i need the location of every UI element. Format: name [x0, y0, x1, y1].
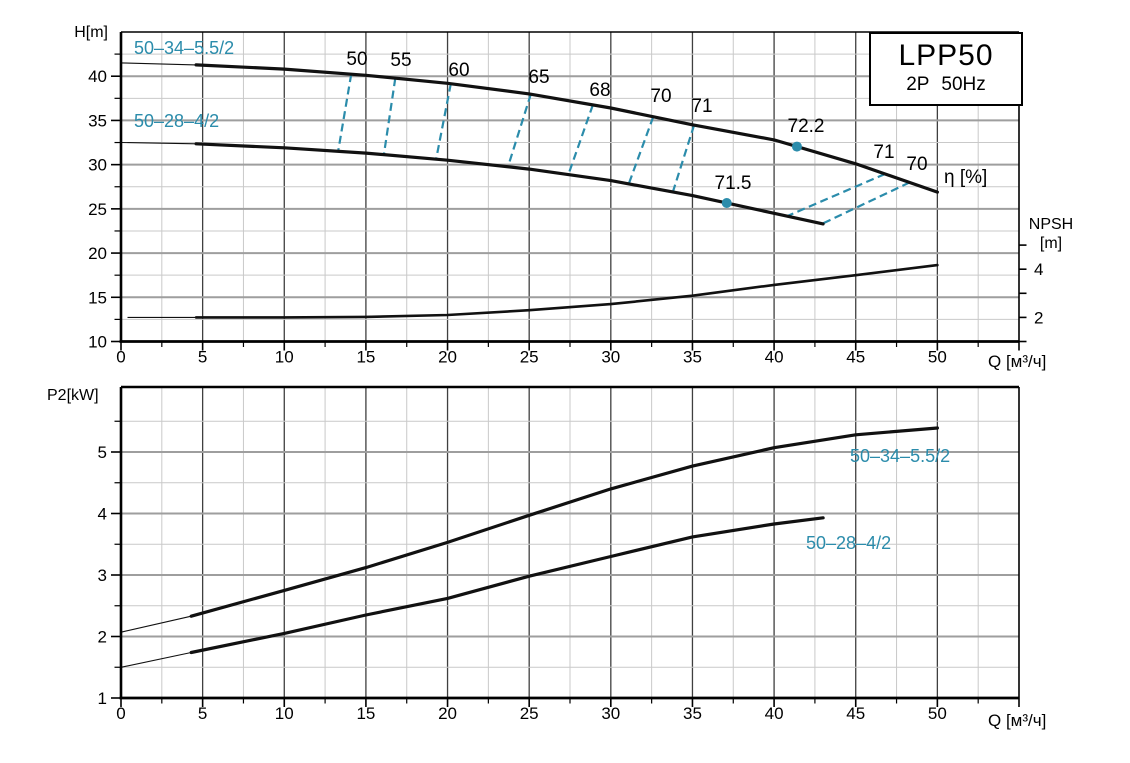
head-upper-lead	[120, 62, 197, 66]
x-tick-label: 15	[356, 704, 375, 723]
x-tick-label: 5	[198, 348, 207, 367]
efficiency-unit-label: η [%]	[944, 167, 988, 188]
power-lower-lead	[120, 651, 192, 668]
efficiency-label-68: 68	[589, 80, 610, 101]
power-curve-label-50-28: 50–28–4/2	[806, 533, 892, 553]
efficiency-line-70	[821, 181, 911, 225]
npsh-tick-label: 4	[1034, 260, 1043, 279]
x-tick-label: 50	[928, 704, 947, 723]
pump-spec-subtitle: 2P 50Hz	[906, 74, 986, 95]
bep-label-71.5: 71.5	[715, 173, 752, 194]
y-tick-label: 3	[98, 566, 107, 585]
y-tick-label: 2	[98, 628, 107, 647]
y-tick-label: 15	[88, 288, 107, 307]
x-tick-label: 30	[601, 704, 620, 723]
head-curve-label-50-34: 50–34–5.5/2	[134, 38, 235, 58]
x-tick-label: 0	[116, 348, 125, 367]
npsh-tick-label: 2	[1034, 308, 1043, 327]
npsh-axis-label-line2: [m]	[1039, 235, 1063, 252]
efficiency-line-70	[627, 116, 655, 185]
x-tick-label: 20	[438, 348, 457, 367]
efficiency-line-71	[671, 124, 696, 193]
y-tick-label: 10	[88, 333, 107, 352]
x-tick-label: 20	[438, 704, 457, 723]
efficiency-line-65	[506, 93, 532, 168]
x-tick-label: 40	[765, 704, 784, 723]
y-tick-label: 4	[98, 505, 107, 524]
head-lower-curve	[194, 142, 825, 226]
npsh-curve	[194, 263, 939, 319]
power-upper-curve	[189, 426, 939, 618]
x-tick-label: 30	[601, 348, 620, 367]
x-tick-label: 45	[846, 704, 865, 723]
bep-dot-72.2	[791, 141, 802, 152]
flow-axis-label-top: Q [м³/ч]	[988, 352, 1047, 371]
efficiency-label-71: 71	[691, 96, 712, 117]
title-box: LPP50 2P 50Hz	[869, 32, 1023, 106]
x-tick-label: 10	[275, 704, 294, 723]
efficiency-label-70: 70	[906, 154, 927, 175]
npsh-axis-label: NPSH [m]	[1022, 215, 1080, 253]
y-tick-label: 20	[88, 244, 107, 263]
y-tick-label: 30	[88, 156, 107, 175]
efficiency-line-60	[435, 83, 452, 160]
efficiency-label-50: 50	[346, 49, 367, 70]
power-lower-curve	[189, 516, 825, 655]
efficiency-label-70: 70	[650, 86, 671, 107]
x-tick-label: 50	[928, 348, 947, 367]
head-axis-label: H[m]	[74, 24, 108, 41]
efficiency-line-50	[337, 74, 353, 152]
y-tick-label: 40	[88, 67, 107, 86]
x-tick-label: 0	[116, 704, 125, 723]
x-tick-label: 15	[356, 348, 375, 367]
npsh-axis-label-line1: NPSH	[1028, 216, 1074, 233]
x-tick-label: 25	[520, 348, 539, 367]
power-curve-label-50-34: 50–34–5.5/2	[850, 446, 951, 466]
y-tick-label: 1	[98, 689, 107, 708]
y-tick-label: 25	[88, 200, 107, 219]
efficiency-label-71: 71	[873, 142, 894, 163]
x-tick-label: 5	[198, 704, 207, 723]
head-lower-lead	[120, 141, 197, 145]
power-upper-lead	[120, 615, 192, 633]
bep-dot-71.5	[721, 198, 732, 209]
bep-label-72.2: 72.2	[788, 116, 825, 137]
x-tick-label: 35	[683, 704, 702, 723]
x-tick-label: 35	[683, 348, 702, 367]
flow-axis-label-bottom: Q [м³/ч]	[988, 711, 1047, 730]
efficiency-line-55	[382, 78, 397, 155]
pump-model-title: LPP50	[898, 39, 994, 72]
efficiency-label-60: 60	[448, 60, 469, 81]
efficiency-label-65: 65	[528, 67, 549, 88]
head-curve-label-50-28: 50–28–4/2	[134, 111, 220, 131]
x-tick-label: 45	[846, 348, 865, 367]
x-tick-label: 10	[275, 348, 294, 367]
y-tick-label: 35	[88, 111, 107, 130]
power-axis-label: P2[kW]	[47, 387, 99, 404]
x-tick-label: 40	[765, 348, 784, 367]
head-upper-curve	[194, 63, 939, 194]
efficiency-line-71	[786, 172, 886, 218]
y-tick-label: 5	[98, 443, 107, 462]
x-tick-label: 25	[520, 704, 539, 723]
efficiency-label-55: 55	[390, 50, 411, 71]
